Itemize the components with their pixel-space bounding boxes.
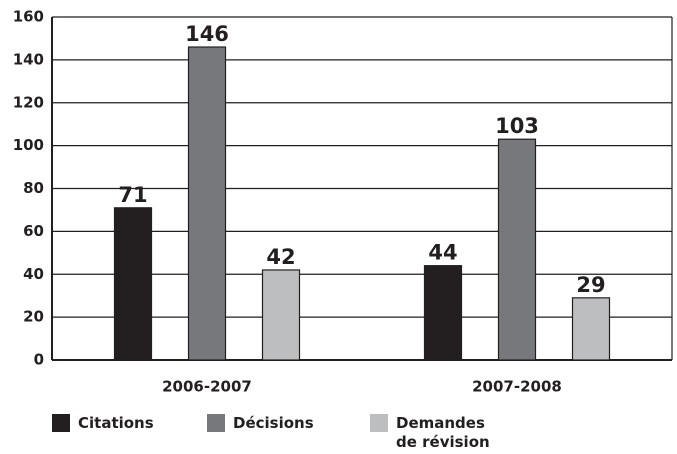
legend: Citations Décisions Demandes de révision [52,414,672,454]
data-label: 71 [118,183,147,207]
data-label: 146 [185,22,229,46]
bar [571,297,611,361]
data-label: 103 [495,114,539,138]
legend-label: Demandes de révision [396,414,490,451]
data-label: 44 [428,241,457,265]
legend-label: Citations [78,414,154,432]
y-tick-label: 140 [13,50,44,68]
y-tick-label: 120 [13,93,44,111]
y-tick-label: 0 [34,351,44,369]
y-tick-label: 20 [23,308,44,326]
y-tick-label: 80 [23,179,44,197]
y-tick-label: 60 [23,222,44,240]
legend-item: Citations [52,414,188,433]
legend-swatch [52,414,70,432]
y-tick-label: 100 [13,136,44,154]
chart: 0 20 40 60 80 100 120 140 160 2006-2007 71 146 42 200… [13,8,673,396]
legend-swatch [207,414,225,432]
y-tick-label: 160 [13,8,44,26]
legend-label: Décisions [233,414,314,432]
legend-item: Décisions [207,414,343,433]
legend-swatch [370,414,388,432]
legend-item: Demandes de révision [370,414,506,452]
x-tick-label: 2007-2008 [472,378,562,396]
data-label: 42 [266,245,295,269]
bar [497,138,537,361]
bar [423,265,463,361]
data-label: 29 [576,273,605,297]
bar [261,269,301,361]
x-tick-label: 2006-2007 [162,378,252,396]
bar [187,46,227,361]
bar [113,207,153,361]
y-tick-label: 40 [23,265,44,283]
